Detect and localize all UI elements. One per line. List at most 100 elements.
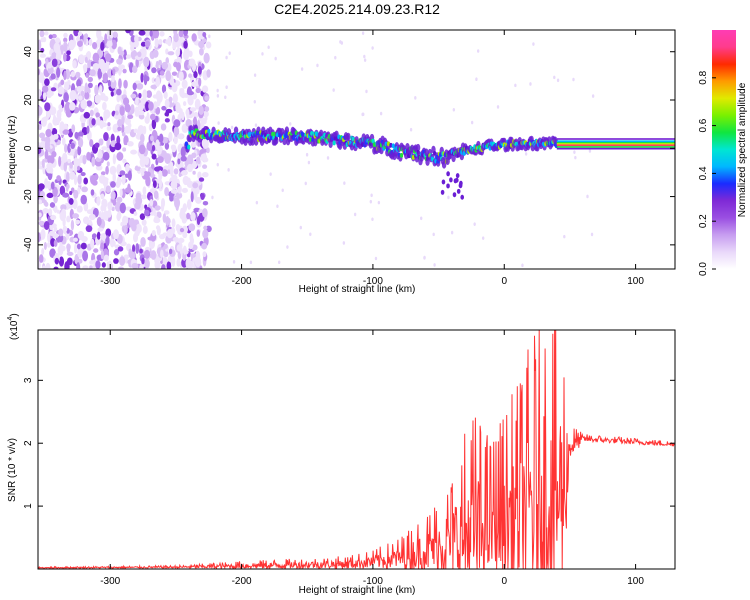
heatmap-cell [58,234,64,243]
heatmap-cell [133,211,138,217]
heatmap-cell [173,134,178,145]
heatmap-cell [299,225,302,230]
heatmap-cell [39,140,47,149]
heatmap-cell [41,158,45,169]
snr-series-line [38,330,675,569]
heatmap-cell [105,53,112,62]
heatmap-cell [453,178,458,184]
heatmap-cell [44,139,50,151]
heatmap-cell [440,189,445,195]
heatmap-cell [452,192,457,198]
snr-x-ticks: -300 -200 -100 0 100 [100,330,644,587]
heatmap-cell [193,70,198,79]
heatmap-cell [365,89,368,94]
heatmap-cell [123,49,127,61]
heatmap-cell [170,180,178,190]
heatmap-cell [47,62,53,69]
heatmap-cell [374,256,378,261]
heatmap-cell [51,58,58,67]
heatmap-cell [44,201,49,207]
heatmap-cell [118,64,126,70]
heatmap-cell [96,196,101,206]
heatmap-cell [121,174,126,186]
heatmap-cell [56,209,60,214]
heatmap-cell [83,63,88,74]
heatmap-cell [326,156,330,160]
heatmap-cell [86,151,91,161]
spectrogram-x-ticks: -300 -200 -100 0 100 [100,30,644,287]
heatmap-cell [95,112,100,118]
heatmap-cell [451,154,456,163]
heatmap-cell [181,79,188,89]
heatmap-cell [161,84,167,94]
heatmap-cell [92,52,100,63]
heatmap-cell [112,172,116,183]
heatmap-cell [164,118,170,123]
heatmap-cell [159,70,165,76]
heatmap-cell [74,253,80,265]
heatmap-cell [161,264,166,269]
heatmap-cell [455,173,460,179]
heatmap-cell [152,49,159,58]
heatmap-cell [134,166,142,171]
heatmap-cell [38,212,42,218]
heatmap-cell [66,243,71,251]
heatmap-cell [106,138,111,149]
heatmap-cell [170,189,178,194]
heatmap-cell [88,213,96,221]
heatmap-cell [122,158,127,164]
heatmap-cell [48,34,53,39]
heatmap-cell [110,191,116,200]
heatmap-cell [75,219,81,225]
heatmap-cell [346,132,351,141]
heatmap-cell [107,122,111,127]
heatmap-cell [52,133,59,140]
heatmap-cell [91,233,97,240]
heatmap-cell [58,256,65,267]
x-tick-label: 100 [627,276,644,287]
heatmap-cell [116,176,122,187]
heatmap-cell [120,221,124,227]
heatmap-cell [89,265,93,269]
heatmap-cell [389,142,393,148]
heatmap-cell [47,66,54,75]
heatmap-cell [168,131,173,142]
heatmap-cell [175,192,183,199]
snr-y-ticks: 1 2 3 [23,377,675,509]
heatmap-cell [446,171,450,177]
heatmap-cell [82,265,89,269]
heatmap-cell [72,237,78,242]
x-tick-label: -100 [363,576,383,587]
heatmap-cell [82,216,90,225]
heatmap-cell [132,82,137,91]
heatmap-cell [90,189,95,196]
heatmap-cell [76,165,81,171]
heatmap-cell [40,229,46,240]
heatmap-cell [119,105,125,116]
heatmap-cell [189,233,194,243]
heatmap-cell [316,63,319,68]
heatmap-cell [101,95,109,101]
heatmap-cell [481,236,485,240]
heatmap-cell [46,192,54,199]
heatmap-cell [433,263,436,267]
heatmap-cell [56,117,61,125]
heatmap-cell [38,106,43,116]
heatmap-cell [70,142,76,149]
heatmap-cell [38,132,46,139]
heatmap-cell [121,132,126,137]
heatmap-cell [48,230,56,236]
heatmap-cell [76,85,83,93]
heatmap-cell [164,137,168,144]
heatmap-cell [171,144,177,153]
heatmap-cell [200,193,205,201]
colorbar-tick-label: 0.8 [698,70,709,84]
heatmap-cell [152,30,159,38]
heatmap-cell [152,180,157,188]
heatmap-cell [100,242,105,250]
heatmap-cell [146,141,153,151]
heatmap-cell [87,76,94,83]
heatmap-cell [178,36,184,43]
heatmap-cell [103,109,111,119]
heatmap-cell [38,260,41,269]
